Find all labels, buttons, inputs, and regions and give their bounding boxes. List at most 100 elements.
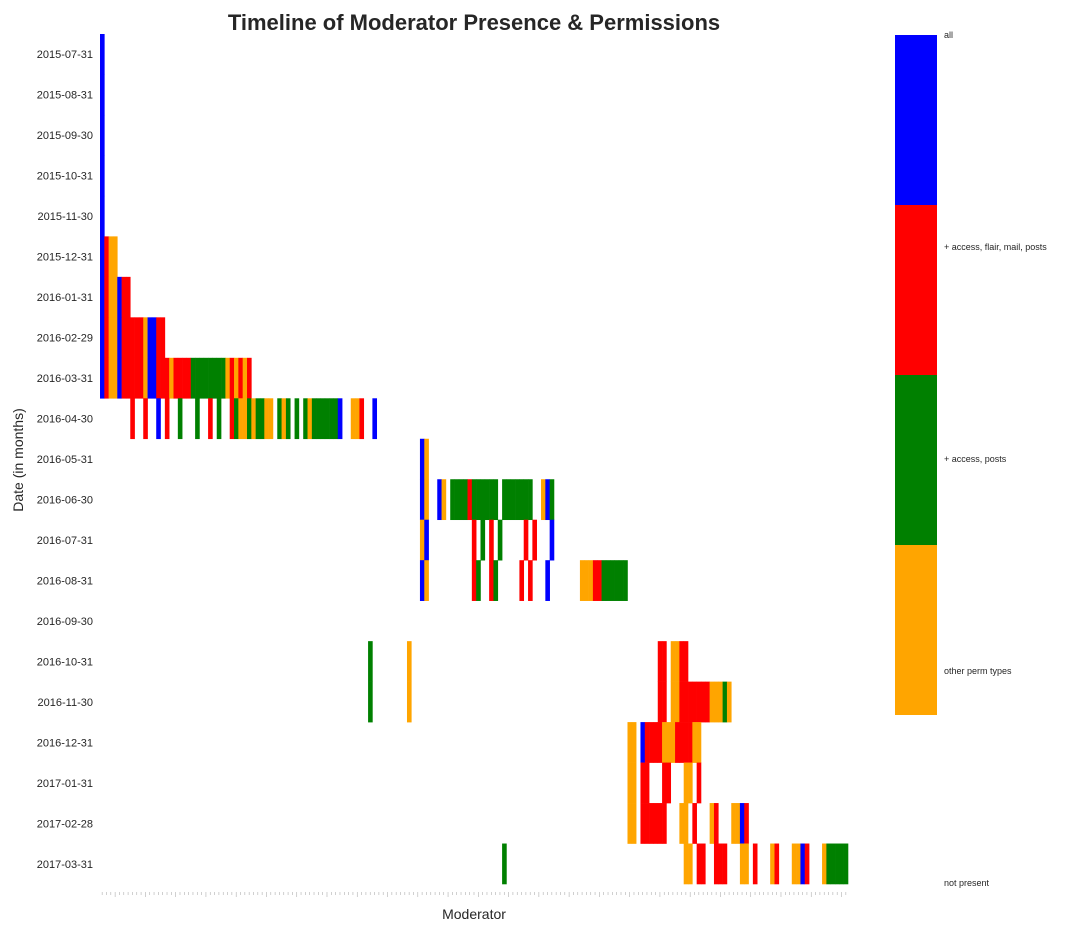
heatmap-cell: [744, 803, 749, 844]
heatmap-cell: [623, 560, 628, 601]
heatmap-cell: [584, 560, 589, 601]
heatmap-cell: [458, 479, 464, 521]
heatmap-cell: [640, 762, 646, 804]
heatmap-cell: [631, 722, 637, 763]
heatmap-cell: [692, 803, 697, 844]
heatmap-cell: [242, 398, 248, 440]
heatmap-cell: [350, 398, 356, 440]
heatmap-cell: [739, 843, 745, 885]
heatmap-cell: [718, 843, 723, 885]
heatmap-cell: [234, 357, 239, 399]
heatmap-cell: [151, 357, 157, 399]
heatmap-cell: [316, 398, 321, 440]
heatmap-cell: [450, 479, 455, 521]
heatmap-cell: [493, 560, 499, 601]
y-tick-label: 2015-08-31: [37, 90, 93, 102]
heatmap-cell: [419, 560, 425, 601]
colorbar-label: + access, flair, mail, posts: [944, 242, 1047, 252]
heatmap-cell: [683, 803, 689, 844]
heatmap-cell: [476, 479, 481, 521]
heatmap-cell: [688, 681, 693, 723]
heatmap-cell: [117, 357, 122, 399]
heatmap-cell: [441, 479, 447, 521]
heatmap-cell: [657, 722, 663, 763]
heatmap-cell: [752, 843, 758, 885]
y-tick-label: 2017-01-31: [37, 778, 93, 790]
heatmap-cell: [130, 357, 135, 399]
heatmap-cell: [208, 357, 213, 399]
heatmap-cell: [225, 357, 231, 399]
y-tick-label: 2016-07-31: [37, 535, 93, 547]
heatmap-cell: [502, 479, 507, 521]
heatmap-cell: [649, 722, 654, 763]
heatmap-cell: [406, 641, 412, 682]
heatmap-cell: [454, 479, 460, 521]
heatmap-cell: [644, 803, 650, 844]
heatmap-cell: [523, 479, 529, 521]
heatmap-cell: [657, 641, 663, 682]
heatmap-cell: [160, 317, 166, 359]
y-tick-label: 2015-07-31: [37, 49, 93, 61]
heatmap-cell: [156, 357, 161, 399]
heatmap-cell: [713, 843, 719, 885]
heatmap-cell: [121, 357, 127, 399]
heatmap-cell: [182, 357, 187, 399]
heatmap-cell: [489, 479, 494, 521]
heatmap-cell: [679, 722, 684, 763]
chart-title: Timeline of Moderator Presence & Permiss…: [228, 10, 720, 35]
heatmap-cell: [705, 681, 710, 723]
heatmap-cells: [100, 34, 849, 885]
heatmap-cell: [579, 560, 585, 601]
heatmap-cell: [480, 519, 486, 561]
heatmap-cell: [739, 803, 745, 844]
heatmap-cell: [839, 843, 844, 885]
heatmap-cell: [835, 843, 840, 885]
colorbar-segment: [895, 35, 937, 205]
heatmap-cell: [212, 357, 218, 399]
heatmap-cell: [406, 681, 412, 723]
heatmap-cell: [419, 438, 425, 480]
heatmap-cell: [532, 519, 537, 561]
y-axis-label: Date (in months): [10, 408, 26, 511]
heatmap-cell: [234, 398, 239, 440]
y-tick-label: 2016-08-31: [37, 575, 93, 587]
heatmap-cell: [173, 357, 179, 399]
heatmap-cell: [134, 317, 140, 359]
y-tick-label: 2016-11-30: [38, 697, 93, 709]
heatmap-cell: [800, 843, 806, 885]
heatmap-cell: [471, 560, 477, 601]
y-tick-label: 2016-02-29: [37, 333, 93, 345]
heatmap-cell: [108, 276, 114, 318]
heatmap-cell: [337, 398, 343, 440]
heatmap-cell: [662, 762, 667, 804]
heatmap-cell: [100, 114, 105, 156]
y-tick-label: 2016-12-31: [37, 737, 93, 749]
heatmap-cell: [489, 519, 494, 561]
heatmap-cell: [545, 560, 550, 601]
heatmap-cell: [355, 398, 360, 440]
heatmap-cell: [541, 479, 546, 521]
heatmap-cell: [108, 357, 114, 399]
heatmap-cell: [424, 438, 429, 480]
heatmap-cell: [696, 762, 702, 804]
heatmap-cell: [151, 317, 157, 359]
colorbar-segment: [895, 375, 937, 545]
heatmap-cell: [649, 803, 654, 844]
heatmap-cell: [735, 803, 741, 844]
heatmap-cell: [281, 398, 287, 440]
heatmap-cell: [476, 560, 481, 601]
heatmap-cell: [419, 519, 425, 561]
heatmap-cell: [631, 762, 637, 804]
heatmap-cell: [528, 560, 533, 601]
heatmap-cell: [372, 398, 378, 440]
heatmap-cell: [826, 843, 831, 885]
colorbar-label: + access, posts: [944, 454, 1007, 464]
heatmap-cell: [307, 398, 313, 440]
y-tick-label: 2017-02-28: [37, 818, 93, 830]
heatmap-cell: [169, 357, 174, 399]
heatmap-cell: [100, 74, 105, 116]
heatmap-cell: [108, 236, 114, 278]
heatmap-cell: [242, 357, 248, 399]
heatmap-cell: [255, 398, 261, 440]
heatmap-cell: [700, 681, 706, 723]
